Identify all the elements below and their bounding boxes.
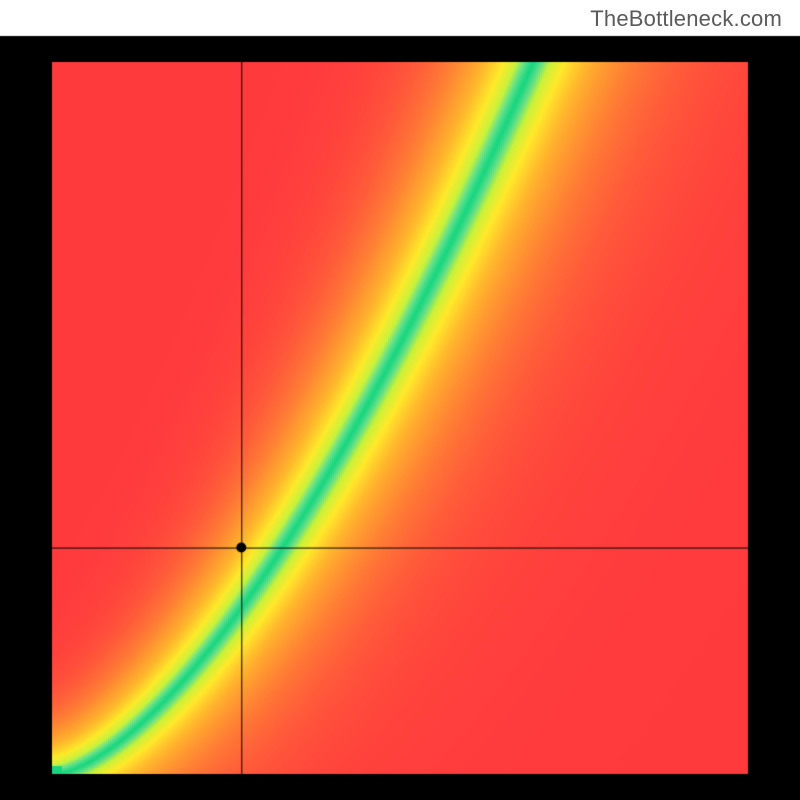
bottleneck-heatmap-canvas — [0, 0, 800, 800]
chart-container: TheBottleneck.com — [0, 0, 800, 800]
watermark-text: TheBottleneck.com — [590, 6, 782, 32]
